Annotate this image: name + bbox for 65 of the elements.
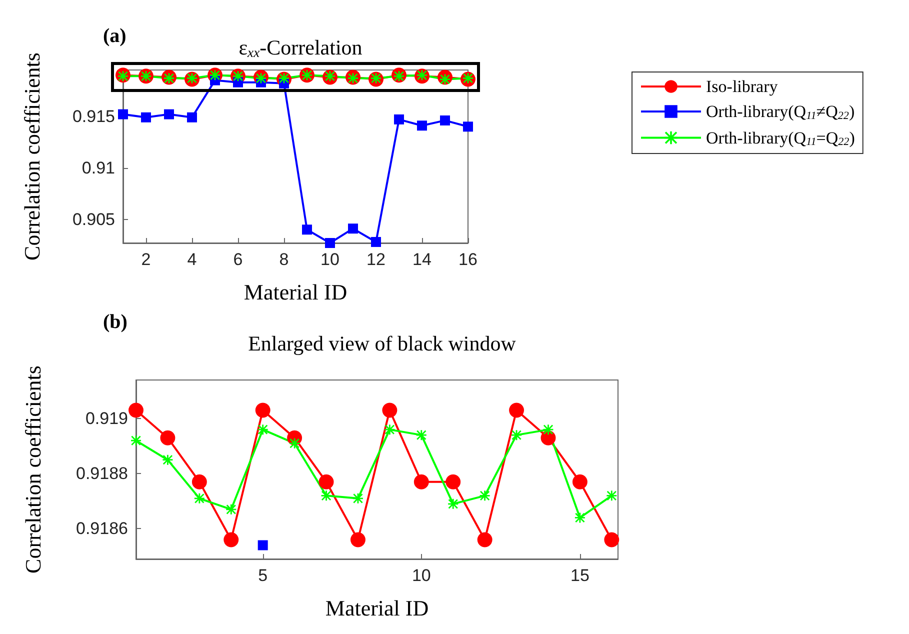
legend-label: Iso-library xyxy=(706,77,778,96)
chart-title: Enlarged view of black window xyxy=(248,332,517,356)
point xyxy=(606,490,617,501)
point xyxy=(290,438,300,448)
point xyxy=(446,474,461,490)
point xyxy=(543,424,554,435)
x-tick-label: 8 xyxy=(279,250,289,269)
point xyxy=(350,532,366,548)
point xyxy=(572,474,588,490)
point xyxy=(325,238,335,248)
point xyxy=(226,504,236,514)
y-axis-title: Correlation coefficients xyxy=(20,366,46,574)
x-tick-label: 15 xyxy=(570,566,590,585)
x-axis-title: Material ID xyxy=(244,280,348,304)
point xyxy=(477,532,492,548)
point xyxy=(417,120,427,131)
text: (a) xyxy=(103,25,126,47)
point xyxy=(141,112,151,122)
text: (b) xyxy=(103,311,128,333)
point xyxy=(574,512,585,523)
point xyxy=(128,402,144,418)
x-tick-label: 2 xyxy=(141,250,151,269)
point xyxy=(318,474,334,490)
point xyxy=(187,112,197,122)
point xyxy=(160,430,176,446)
y-tick-label: 0.9188 xyxy=(76,464,128,484)
point xyxy=(192,474,207,490)
point xyxy=(321,490,332,501)
x-tick-label: 16 xyxy=(458,250,478,269)
point xyxy=(258,540,268,550)
point xyxy=(194,493,204,504)
y-tick-label: 0.905 xyxy=(72,210,115,229)
point xyxy=(302,224,312,235)
y-tick-label: 0.915 xyxy=(72,106,115,126)
point xyxy=(384,424,395,435)
x-tick-label: 4 xyxy=(187,250,197,269)
x-axis-title: Material ID xyxy=(325,596,429,620)
point xyxy=(371,236,381,247)
point xyxy=(394,114,404,124)
point xyxy=(164,109,174,120)
y-tick-label: 0.919 xyxy=(85,409,128,428)
x-tick-label: 14 xyxy=(412,250,432,269)
x-tick-label: 12 xyxy=(366,250,386,269)
point xyxy=(414,474,429,490)
y-tick-label: 0.91 xyxy=(82,158,115,178)
point xyxy=(255,402,270,418)
point xyxy=(162,454,173,465)
y-axis-title: Correlation coefficients xyxy=(20,52,44,260)
point xyxy=(440,115,450,126)
point xyxy=(416,430,426,440)
x-tick-label: 6 xyxy=(233,250,243,269)
point xyxy=(224,532,239,548)
point xyxy=(480,490,490,501)
point xyxy=(118,109,128,120)
point xyxy=(509,402,524,418)
x-tick-label: 10 xyxy=(320,250,340,269)
point xyxy=(382,402,398,418)
x-tick-label: 10 xyxy=(412,566,431,585)
y-tick-label: 0.9186 xyxy=(76,519,128,538)
point xyxy=(463,122,473,132)
point xyxy=(348,224,358,234)
point xyxy=(448,498,458,509)
point xyxy=(258,424,268,435)
point xyxy=(604,532,620,548)
x-tick-label: 5 xyxy=(258,566,268,585)
